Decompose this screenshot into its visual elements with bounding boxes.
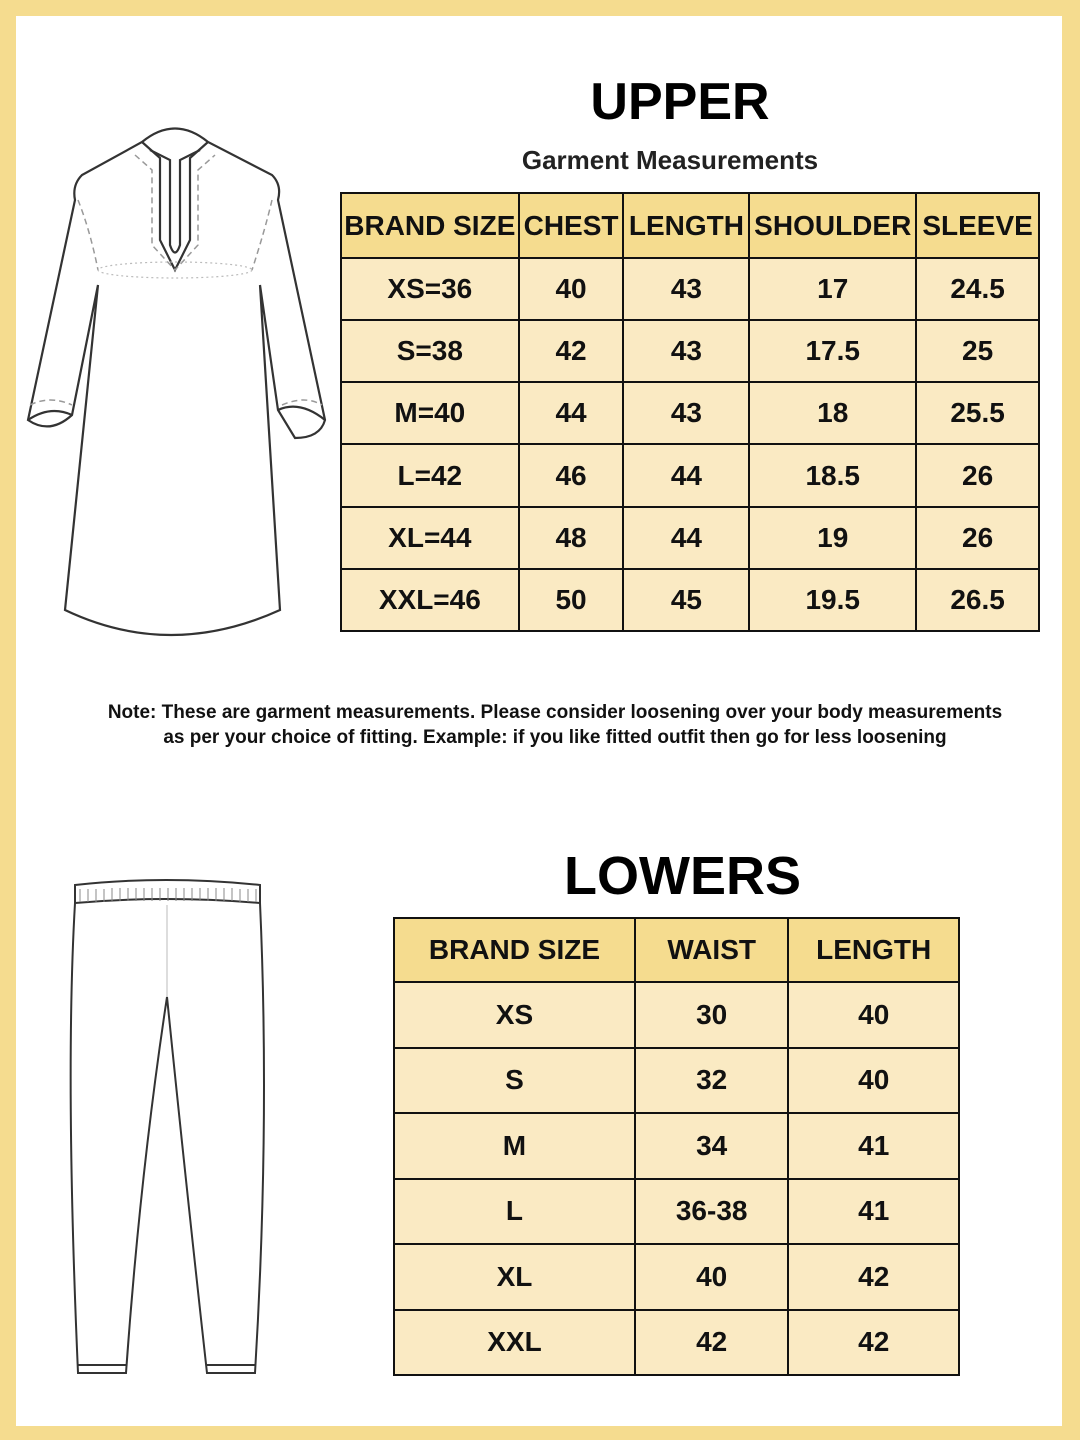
- cell: 42: [517, 319, 625, 384]
- cell: 41: [787, 1177, 960, 1245]
- cell: XL=44: [340, 505, 520, 570]
- cell: 26: [915, 505, 1040, 570]
- cell: XXL: [393, 1308, 636, 1376]
- table-header-row: BRAND SIZE WAIST LENGTH: [393, 917, 960, 983]
- cell: 18.5: [748, 443, 918, 508]
- table-row: M=40 44 43 18 25.5: [340, 381, 1040, 446]
- cell: 45: [622, 567, 751, 633]
- cell: 17: [748, 256, 918, 322]
- cell: M: [393, 1112, 636, 1180]
- cell: M=40: [340, 381, 520, 446]
- cell: 44: [622, 443, 751, 508]
- cell: XXL=46: [340, 567, 520, 633]
- header-length: LENGTH: [622, 192, 751, 259]
- table-row: XS=36 40 43 17 24.5: [340, 256, 1040, 322]
- cell: 30: [633, 981, 790, 1049]
- cell: S=38: [340, 319, 520, 384]
- cell: 25: [915, 319, 1040, 384]
- lowers-title: LOWERS: [564, 846, 801, 906]
- upper-size-table: BRAND SIZE CHEST LENGTH SHOULDER SLEEVE …: [340, 192, 1040, 633]
- upper-subtitle: Garment Measurements: [521, 145, 819, 175]
- cell: XS=36: [340, 256, 520, 322]
- cell: 18: [748, 381, 918, 446]
- cell: 25.5: [915, 381, 1040, 446]
- cell: 44: [622, 505, 751, 570]
- cell: 19.5: [748, 567, 918, 633]
- table-row: S 32 40: [393, 1046, 960, 1114]
- cell: 41: [787, 1112, 960, 1180]
- pants-illustration-icon: [69, 879, 265, 1374]
- table-row: XS 30 40: [393, 981, 960, 1049]
- cell: 43: [622, 381, 751, 446]
- header-brand-size: BRAND SIZE: [340, 192, 520, 259]
- header-chest: CHEST: [517, 192, 625, 259]
- table-row: XXL 42 42: [393, 1308, 960, 1376]
- cell: L=42: [340, 443, 520, 508]
- table-row: S=38 42 43 17.5 25: [340, 319, 1040, 384]
- header-brand-size: BRAND SIZE: [393, 917, 636, 983]
- table-row: XXL=46 50 45 19.5 26.5: [340, 567, 1040, 633]
- cell: 40: [517, 256, 625, 322]
- cell: 42: [787, 1243, 960, 1311]
- cell: 32: [633, 1046, 790, 1114]
- cell: 50: [517, 567, 625, 633]
- cell: 43: [622, 256, 751, 322]
- lowers-size-table: BRAND SIZE WAIST LENGTH XS 30 40 S 32 40 M 34…: [393, 917, 960, 1376]
- cell: 40: [633, 1243, 790, 1311]
- note-line-1: Note: These are garment measurements. Pl…: [107, 702, 1003, 723]
- table-row: L=42 46 44 18.5 26: [340, 443, 1040, 508]
- cell: 24.5: [915, 256, 1040, 322]
- cell: 40: [787, 981, 960, 1049]
- cell: 42: [633, 1308, 790, 1376]
- header-waist: WAIST: [633, 917, 790, 983]
- cell: 48: [517, 505, 625, 570]
- note-line-2: as per your choice of fitting. Example: …: [163, 727, 947, 748]
- cell: S: [393, 1046, 636, 1114]
- cell: 26.5: [915, 567, 1040, 633]
- header-shoulder: SHOULDER: [748, 192, 918, 259]
- cell: 19: [748, 505, 918, 570]
- cell: 34: [633, 1112, 790, 1180]
- cell: XL: [393, 1243, 636, 1311]
- measurement-note: Note: These are garment measurements. Pl…: [40, 700, 1070, 750]
- cell: 17.5: [748, 319, 918, 384]
- cell: 40: [787, 1046, 960, 1114]
- table-row: M 34 41: [393, 1112, 960, 1180]
- table-row: XL=44 48 44 19 26: [340, 505, 1040, 570]
- table-header-row: BRAND SIZE CHEST LENGTH SHOULDER SLEEVE: [340, 192, 1040, 259]
- cell: 42: [787, 1308, 960, 1376]
- cell: XS: [393, 981, 636, 1049]
- cell: 46: [517, 443, 625, 508]
- cell: 26: [915, 443, 1040, 508]
- cell: 44: [517, 381, 625, 446]
- table-row: L 36-38 41: [393, 1177, 960, 1245]
- kurta-illustration-icon: [26, 127, 327, 637]
- header-sleeve: SLEEVE: [915, 192, 1040, 259]
- cell: 36-38: [633, 1177, 790, 1245]
- upper-title: UPPER: [590, 73, 770, 131]
- cell: 43: [622, 319, 751, 384]
- table-row: XL 40 42: [393, 1243, 960, 1311]
- header-length: LENGTH: [787, 917, 960, 983]
- cell: L: [393, 1177, 636, 1245]
